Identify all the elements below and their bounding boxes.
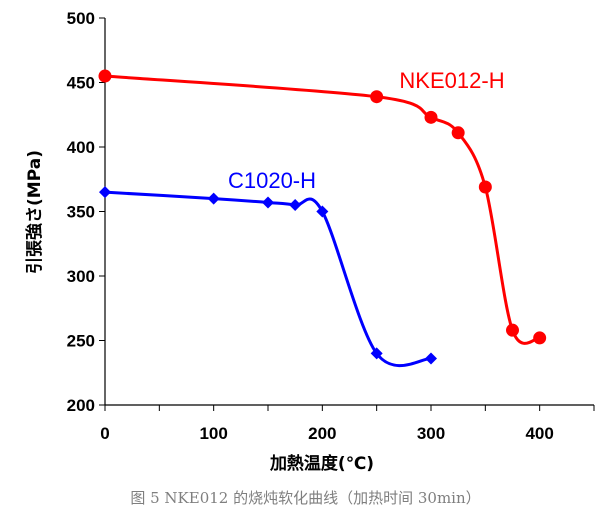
series-line <box>104 74 541 345</box>
data-point <box>289 199 302 212</box>
data-point <box>370 90 384 104</box>
x-tick-label: 400 <box>525 424 553 443</box>
data-point <box>262 196 274 209</box>
data-point <box>99 186 111 199</box>
data-point <box>533 331 547 345</box>
y-tick-label: 350 <box>67 203 95 222</box>
x-tick-label: 0 <box>100 424 109 443</box>
series-c1020-h: C1020-H <box>99 168 437 367</box>
y-tick-label: 300 <box>67 267 95 286</box>
series-label: C1020-H <box>228 168 316 193</box>
y-tick-label: 450 <box>67 74 95 93</box>
series-line <box>104 190 432 367</box>
y-tick-label: 500 <box>67 9 95 28</box>
data-point <box>316 205 329 218</box>
y-axis-title: 引張強さ(MPa) <box>24 150 45 274</box>
data-point <box>506 323 519 337</box>
data-point <box>370 347 383 360</box>
data-point <box>478 180 492 194</box>
y-tick-label: 400 <box>67 138 95 157</box>
y-tick-label: 200 <box>67 396 95 415</box>
data-point <box>451 126 465 140</box>
x-tick-label: 200 <box>308 424 336 443</box>
data-point <box>424 110 438 124</box>
figure-caption: 图 5 NKE012 的烧炖软化曲线（加热时间 30min） <box>130 489 481 507</box>
x-tick-label: 100 <box>199 424 227 443</box>
data-point <box>98 69 112 83</box>
chart: 200 250 300 350 400 450 500 0 100 200 300 400 NKE01… <box>24 9 595 474</box>
y-tick-label: 250 <box>67 332 95 351</box>
series-label: NKE012-H <box>399 68 504 93</box>
x-tick-label: 300 <box>417 424 445 443</box>
data-point <box>425 352 437 365</box>
data-point <box>207 192 220 205</box>
axes: 200 250 300 350 400 450 500 0 100 200 300 400 <box>67 9 595 443</box>
series-nke012-h: NKE012-H <box>98 68 547 345</box>
series-layer: NKE012-H C1020-H <box>98 68 547 367</box>
x-axis-title: 加熱温度(℃) <box>269 453 374 474</box>
